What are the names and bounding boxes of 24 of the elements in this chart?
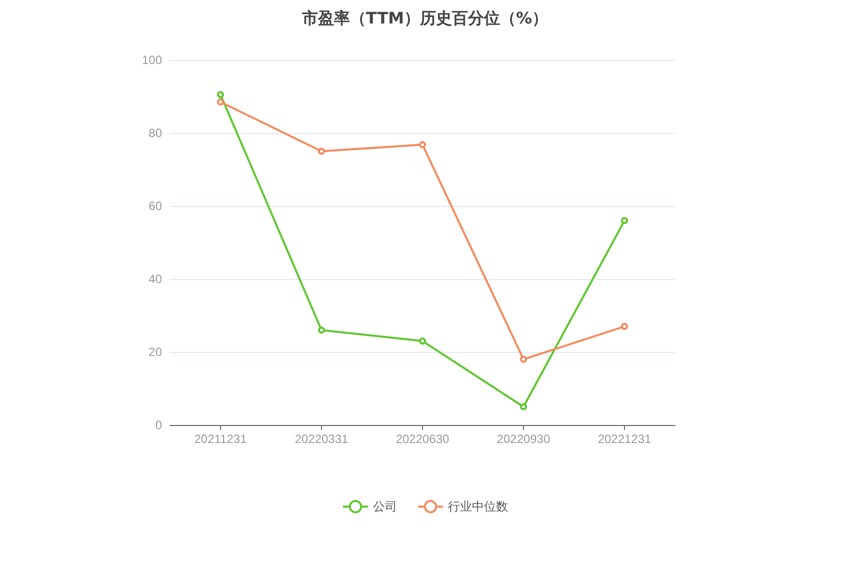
y-tick-label: 20 <box>148 345 162 359</box>
x-tick-label: 20220331 <box>294 432 349 446</box>
point <box>318 326 325 334</box>
legend-label: 公司 <box>373 500 397 514</box>
y-tick-label: 100 <box>142 53 162 67</box>
y-tick-label: 60 <box>148 199 162 213</box>
chart-title: 市盈率（TTM）历史百分位（%） <box>300 8 548 28</box>
y-tick-label: 0 <box>155 418 162 432</box>
y-tick-label: 80 <box>148 126 162 140</box>
y-tick-label: 40 <box>148 272 162 286</box>
point <box>621 322 628 330</box>
x-tick-label: 20220930 <box>496 432 551 446</box>
point <box>419 338 426 345</box>
x-tick-label: 20221231 <box>598 432 652 446</box>
point <box>621 217 628 224</box>
x-tick-label: 20220630 <box>396 432 450 446</box>
point <box>318 148 325 155</box>
x-tick-label: 20211231 <box>194 432 248 446</box>
point <box>520 356 527 363</box>
point <box>217 91 224 98</box>
legend-label: 行业中位数 <box>448 500 508 514</box>
point <box>419 141 426 148</box>
point <box>217 98 224 106</box>
point <box>520 403 527 410</box>
